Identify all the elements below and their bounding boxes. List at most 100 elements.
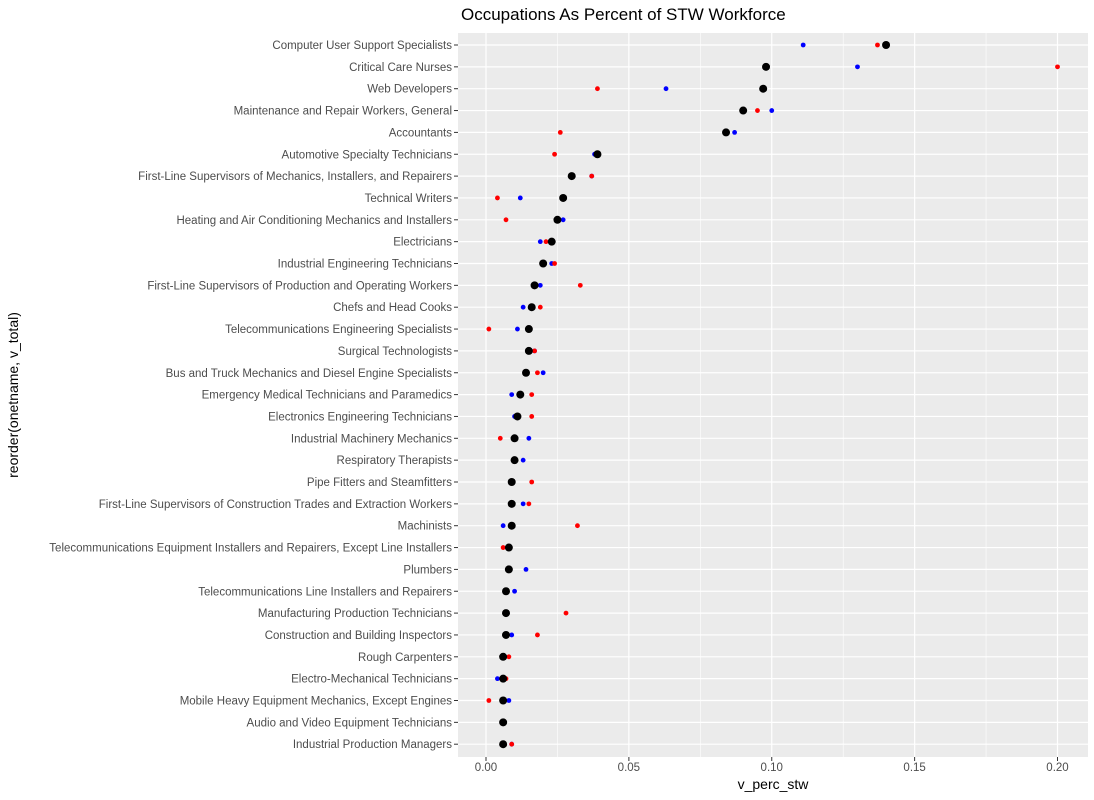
blue-point bbox=[540, 370, 546, 376]
total-point bbox=[507, 499, 516, 508]
red-point bbox=[500, 545, 506, 550]
y-tick-label: Chefs and Head Cooks bbox=[333, 302, 452, 314]
y-tick-label: Technical Writers bbox=[365, 193, 453, 205]
total-point bbox=[559, 193, 568, 202]
red-point bbox=[595, 86, 600, 92]
total-point bbox=[530, 281, 539, 290]
total-point bbox=[539, 259, 548, 268]
x-axis-title: v_perc_stw bbox=[738, 776, 810, 792]
red-point bbox=[535, 632, 540, 638]
total-point bbox=[499, 718, 508, 727]
total-point bbox=[502, 587, 511, 596]
total-point bbox=[499, 674, 508, 683]
blue-point bbox=[560, 217, 566, 223]
y-tick-label: Mobile Heavy Equipment Mechanics, Except… bbox=[180, 696, 453, 708]
red-point bbox=[563, 610, 569, 616]
total-point bbox=[504, 543, 513, 552]
total-point bbox=[516, 390, 525, 399]
blue-point bbox=[523, 567, 529, 572]
y-axis: Computer User Support Specialists Critica… bbox=[49, 40, 458, 751]
y-tick-label: Manufacturing Production Technicians bbox=[258, 608, 452, 620]
y-tick-label: Computer User Support Specialists bbox=[272, 40, 452, 52]
chart-title: Occupations As Percent of STW Workforce bbox=[461, 5, 786, 24]
x-tick-label: 0.10 bbox=[761, 762, 783, 774]
total-point bbox=[759, 84, 768, 93]
x-axis: 0.00 0.05 0.10 0.15 0.20 bbox=[475, 757, 1069, 774]
red-point bbox=[755, 108, 760, 113]
total-point bbox=[527, 303, 536, 312]
red-point bbox=[495, 195, 500, 201]
total-point bbox=[567, 172, 576, 181]
blue-point bbox=[537, 282, 543, 288]
blue-point bbox=[517, 195, 523, 201]
red-point bbox=[486, 326, 492, 332]
y-tick-label: First-Line Supervisors of Construction T… bbox=[99, 499, 452, 511]
red-point bbox=[1055, 64, 1060, 70]
red-point bbox=[529, 479, 535, 485]
y-tick-label: Telecommunications Engineering Specialis… bbox=[225, 324, 452, 336]
total-point bbox=[882, 41, 891, 49]
total-point bbox=[513, 412, 522, 421]
total-point bbox=[524, 346, 533, 355]
red-point bbox=[543, 239, 549, 245]
blue-point bbox=[855, 64, 860, 70]
y-tick-label: Electronics Engineering Technicians bbox=[268, 411, 452, 423]
total-point bbox=[504, 565, 513, 574]
red-point bbox=[532, 348, 537, 354]
y-tick-label: Web Developers bbox=[367, 84, 452, 96]
red-point bbox=[506, 654, 512, 660]
red-point bbox=[589, 173, 595, 179]
blue-point bbox=[800, 42, 806, 48]
y-tick-label: Electricians bbox=[393, 237, 452, 249]
blue-point bbox=[732, 130, 738, 135]
y-tick-label: Audio and Video Equipment Technicians bbox=[247, 717, 453, 729]
total-point bbox=[722, 128, 731, 137]
total-point bbox=[502, 609, 511, 618]
y-axis-title: reorder(onetname, v_total) bbox=[5, 312, 21, 478]
y-tick-label: Industrial Engineering Technicians bbox=[278, 259, 453, 271]
y-tick-label: Industrial Machinery Mechanics bbox=[291, 433, 452, 445]
y-tick-label: Heating and Air Conditioning Mechanics a… bbox=[176, 215, 452, 227]
blue-point bbox=[495, 676, 500, 682]
y-tick-label: Emergency Medical Technicians and Parame… bbox=[202, 390, 453, 402]
x-tick-label: 0.05 bbox=[618, 762, 640, 774]
grid-major bbox=[458, 33, 1088, 757]
red-point bbox=[497, 435, 503, 441]
blue-point bbox=[663, 86, 669, 92]
y-tick-label: Machinists bbox=[398, 521, 453, 533]
blue-point bbox=[537, 239, 543, 245]
total-point bbox=[499, 696, 508, 705]
total-point bbox=[547, 237, 556, 246]
x-tick-label: 0.20 bbox=[1046, 762, 1068, 774]
data-points bbox=[486, 41, 1060, 749]
total-point bbox=[522, 368, 531, 377]
red-point bbox=[529, 414, 535, 419]
y-tick-label: Critical Care Nurses bbox=[349, 62, 452, 74]
total-point bbox=[553, 215, 562, 224]
blue-point bbox=[515, 326, 520, 332]
blue-point bbox=[769, 108, 775, 113]
red-point bbox=[509, 741, 515, 747]
red-point bbox=[575, 523, 580, 529]
total-point bbox=[507, 478, 516, 486]
blue-point bbox=[506, 698, 512, 703]
y-tick-label: Construction and Building Inspectors bbox=[265, 630, 453, 642]
y-tick-label: First-Line Supervisors of Mechanics, Ins… bbox=[138, 171, 452, 183]
total-point bbox=[739, 106, 748, 115]
blue-point bbox=[500, 523, 506, 529]
y-tick-label: Telecommunications Line Installers and R… bbox=[198, 586, 452, 598]
total-point bbox=[499, 652, 508, 661]
y-tick-label: Surgical Technologists bbox=[338, 346, 452, 358]
x-tick-label: 0.15 bbox=[903, 762, 925, 774]
blue-point bbox=[509, 632, 515, 638]
y-tick-label: Pipe Fitters and Steamfitters bbox=[307, 477, 452, 489]
total-point bbox=[502, 630, 511, 639]
red-point bbox=[526, 501, 532, 507]
red-point bbox=[486, 698, 492, 703]
y-tick-label: Bus and Truck Mechanics and Diesel Engin… bbox=[166, 368, 453, 380]
total-point bbox=[507, 521, 516, 530]
blue-point bbox=[509, 392, 515, 397]
total-point bbox=[593, 150, 602, 159]
red-point bbox=[503, 217, 509, 223]
